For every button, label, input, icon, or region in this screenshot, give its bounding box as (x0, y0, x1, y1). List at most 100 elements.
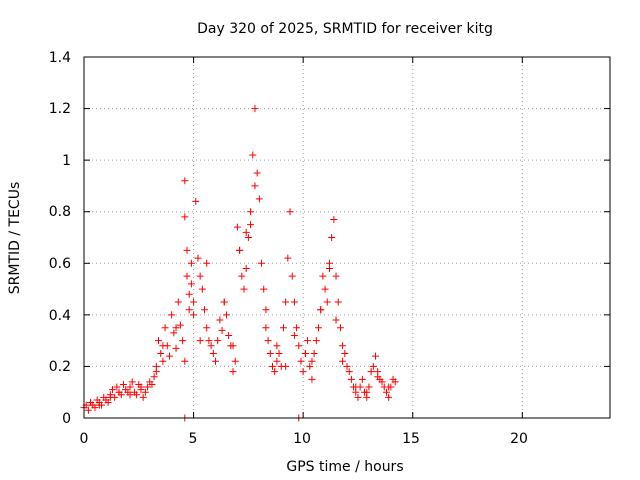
data-point (242, 228, 250, 236)
x-tick-label: 20 (510, 431, 528, 447)
data-point (139, 393, 147, 401)
data-point (328, 234, 336, 241)
data-point (258, 259, 266, 267)
x-tick-label: 0 (80, 431, 89, 447)
data-point (378, 378, 386, 386)
data-point (207, 342, 215, 350)
y-tick-label: 0.8 (49, 204, 71, 220)
data-point (249, 151, 257, 159)
data-point (144, 383, 152, 391)
data-point (264, 337, 272, 345)
data-point (244, 234, 252, 241)
data-point (152, 362, 160, 370)
data-point (253, 169, 261, 177)
data-point (308, 375, 316, 383)
data-point (181, 213, 189, 221)
data-point (382, 388, 390, 396)
y-tick-label: 0.4 (49, 308, 71, 324)
data-point (187, 259, 195, 267)
data-point (367, 368, 375, 376)
data-point (310, 350, 318, 358)
data-point (260, 285, 268, 293)
data-point (317, 306, 325, 314)
data-point (336, 324, 344, 332)
data-point (306, 362, 314, 370)
data-point (286, 208, 294, 216)
data-point (312, 337, 320, 345)
data-point (293, 324, 301, 332)
data-point (273, 357, 281, 365)
data-point (128, 378, 136, 386)
data-point (229, 368, 237, 376)
y-tick-label: 1.4 (49, 50, 71, 66)
data-points (80, 105, 399, 422)
data-point (255, 195, 263, 203)
data-point (190, 298, 198, 306)
data-point (150, 373, 158, 381)
x-tick-label: 5 (189, 431, 198, 447)
data-point (251, 182, 259, 190)
data-point (192, 197, 200, 205)
data-point (266, 350, 274, 358)
data-point (229, 342, 237, 350)
data-point (137, 383, 145, 391)
data-point (247, 221, 255, 229)
data-point (284, 254, 292, 262)
data-point (148, 380, 156, 388)
y-tick-label: 0 (62, 411, 71, 427)
data-point (185, 306, 193, 314)
data-point (385, 383, 393, 391)
data-point (374, 373, 382, 381)
data-point (363, 388, 371, 396)
data-point (115, 388, 123, 396)
x-tick-label: 15 (402, 431, 420, 447)
data-point (225, 331, 233, 339)
data-point (330, 215, 338, 223)
data-point (297, 357, 305, 365)
data-point (268, 362, 276, 370)
data-point (271, 368, 279, 376)
data-point (194, 254, 202, 262)
data-point (369, 362, 377, 370)
data-point (172, 344, 180, 352)
data-point (87, 399, 95, 407)
y-tick-label: 1 (62, 153, 71, 169)
data-point (319, 272, 327, 280)
data-point (209, 350, 217, 358)
data-point (181, 177, 189, 185)
data-point (339, 357, 347, 365)
data-point (190, 311, 198, 319)
data-point (196, 272, 204, 280)
data-point (304, 337, 312, 345)
data-point (315, 324, 323, 332)
x-axis-label: GPS time / hours (286, 459, 403, 475)
data-point (371, 352, 379, 360)
data-point (391, 378, 399, 386)
data-point (214, 337, 222, 345)
data-point (196, 337, 204, 345)
data-point (358, 375, 366, 383)
data-point (185, 290, 193, 298)
data-point (126, 391, 134, 399)
data-point (181, 357, 189, 365)
data-point (242, 264, 250, 272)
data-point (238, 272, 246, 280)
data-point (343, 362, 351, 370)
data-point (201, 306, 209, 314)
data-point (179, 337, 187, 345)
data-point (334, 298, 342, 306)
data-point (321, 285, 329, 293)
x-tick-label: 10 (293, 431, 311, 447)
data-point (345, 368, 353, 376)
data-point (203, 259, 211, 267)
data-point (84, 406, 92, 414)
data-point (290, 331, 298, 339)
data-point (108, 386, 116, 394)
chart-title: Day 320 of 2025, SRMTID for receiver kit… (197, 21, 493, 37)
data-point (174, 298, 182, 306)
y-axis-label: SRMTID / TECUs (7, 182, 23, 295)
data-point (119, 380, 127, 388)
data-point (332, 316, 340, 324)
data-point (262, 306, 270, 314)
data-point (236, 246, 244, 254)
